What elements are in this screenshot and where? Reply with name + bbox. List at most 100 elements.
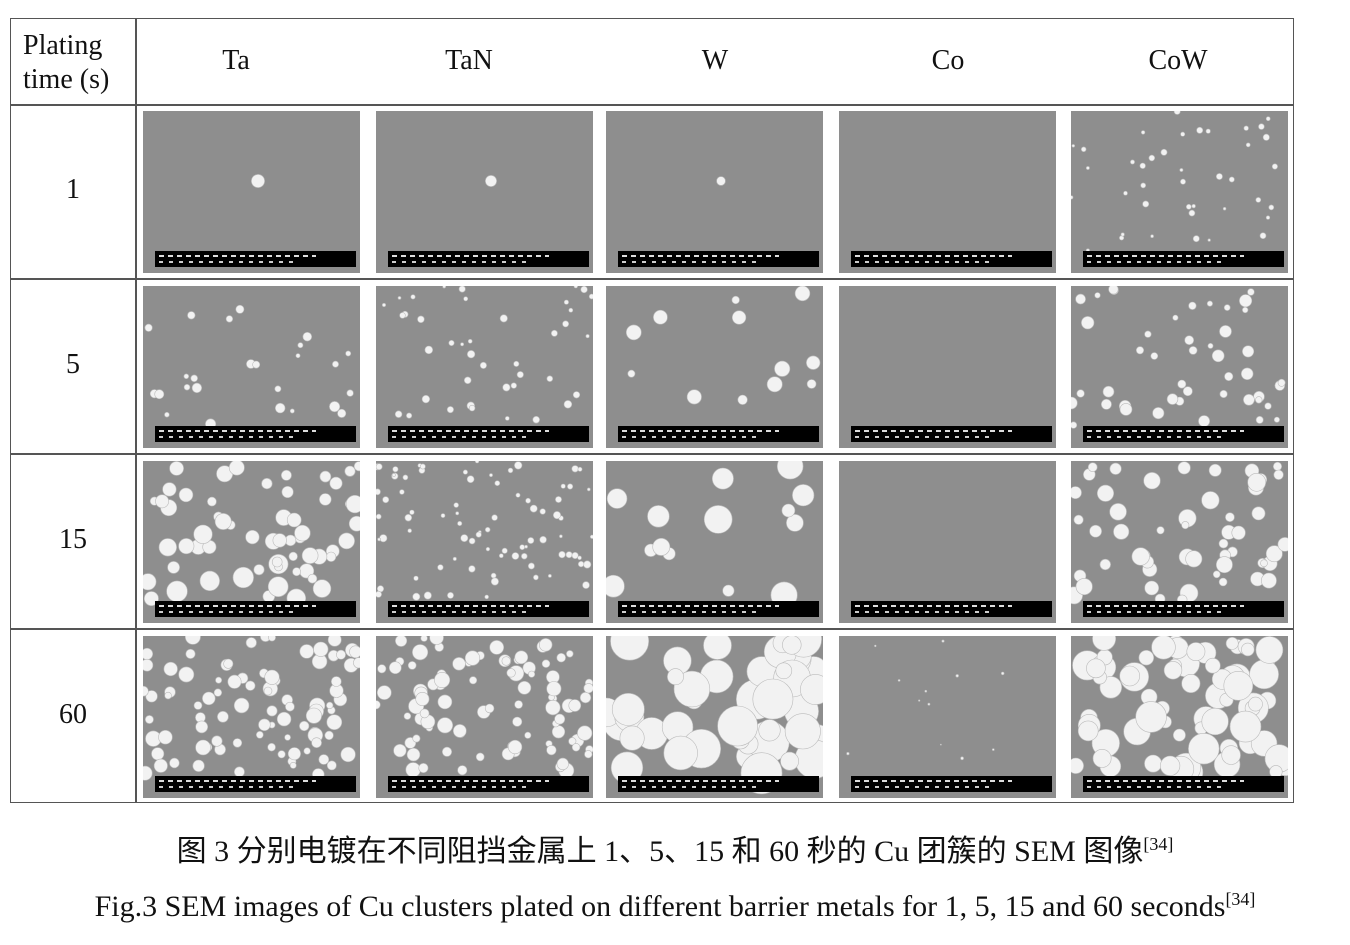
cu-cluster: [1160, 148, 1168, 156]
cu-cluster: [280, 469, 292, 481]
cu-cluster: [466, 350, 476, 359]
caption-en-reference: [34]: [1225, 889, 1256, 909]
cu-cluster: [1140, 130, 1146, 135]
cu-cluster: [484, 594, 489, 600]
cu-cluster: [319, 470, 332, 483]
cu-cluster: [532, 416, 540, 424]
cu-cluster: [164, 411, 170, 418]
cu-cluster: [491, 514, 498, 521]
cu-cluster: [515, 492, 521, 498]
cu-cluster: [1085, 166, 1090, 170]
cu-cluster: [1231, 525, 1246, 540]
cu-cluster: [303, 747, 311, 755]
cu-cluster: [1259, 232, 1267, 239]
cu-cluster: [563, 299, 569, 305]
cu-cluster: [555, 496, 562, 503]
scale-bar: [155, 251, 356, 267]
cu-cluster: [271, 556, 283, 568]
cu-cluster: [277, 750, 286, 759]
cu-cluster: [475, 461, 480, 464]
cu-cluster: [560, 483, 566, 489]
cu-cluster: [927, 702, 931, 706]
cu-cluster: [475, 752, 485, 762]
cu-cluster: [577, 466, 583, 472]
cu-cluster: [1260, 572, 1277, 589]
cu-cluster: [571, 552, 579, 560]
cu-cluster: [559, 534, 563, 539]
cu-cluster: [463, 376, 472, 385]
cu-cluster: [1242, 345, 1255, 358]
cu-cluster: [806, 355, 821, 370]
cu-cluster: [1142, 200, 1150, 208]
cu-cluster: [458, 286, 466, 293]
scale-bar: [155, 776, 356, 792]
cu-cluster: [652, 538, 671, 556]
cu-cluster: [782, 636, 802, 655]
cu-cluster: [556, 653, 566, 663]
cu-cluster: [955, 674, 959, 678]
cu-cluster: [442, 286, 446, 289]
cu-cluster: [1273, 461, 1283, 471]
cu-cluster: [475, 531, 482, 538]
cu-cluster: [1225, 512, 1235, 523]
cu-cluster: [158, 538, 177, 557]
cu-cluster: [924, 689, 928, 693]
cu-cluster: [166, 580, 188, 603]
cu-cluster: [418, 763, 429, 774]
scale-bar: [1083, 426, 1284, 442]
cu-cluster: [1186, 204, 1192, 210]
cu-cluster: [1143, 472, 1161, 490]
cu-cluster: [392, 466, 399, 473]
cu-cluster: [506, 668, 516, 678]
cu-cluster: [573, 286, 578, 289]
scale-bar: [851, 251, 1052, 267]
cu-cluster: [412, 644, 429, 661]
cu-cluster: [1205, 128, 1211, 134]
cu-cluster: [717, 705, 758, 747]
scale-bar: [851, 776, 1052, 792]
cu-cluster: [158, 729, 173, 745]
cu-cluster: [178, 666, 195, 683]
cu-cluster: [256, 731, 264, 739]
cu-cluster: [245, 637, 257, 649]
cu-cluster: [1196, 126, 1204, 134]
cu-cluster: [1120, 232, 1125, 237]
cu-cluster: [781, 503, 796, 518]
cu-cluster: [1255, 197, 1262, 203]
cu-cluster: [1099, 558, 1111, 571]
cu-cluster: [233, 697, 250, 714]
scale-bar: [1083, 776, 1284, 792]
cu-cluster: [1151, 636, 1176, 660]
cu-cluster: [547, 574, 552, 578]
cu-cluster: [419, 708, 430, 719]
cu-cluster: [1219, 390, 1228, 399]
cu-cluster: [510, 382, 517, 389]
cu-cluster: [1092, 636, 1116, 651]
cu-cluster: [1166, 393, 1179, 405]
cu-cluster: [457, 765, 468, 776]
cu-cluster: [377, 664, 387, 674]
sem-image-co-5s: [839, 286, 1056, 448]
cu-cluster: [960, 756, 964, 761]
cu-cluster: [1192, 235, 1200, 243]
cu-cluster: [484, 526, 491, 533]
cu-cluster: [185, 636, 201, 645]
cu-cluster: [584, 750, 593, 759]
cu-cluster: [1247, 472, 1266, 492]
cu-cluster: [245, 680, 256, 691]
cu-cluster: [155, 494, 169, 509]
cu-cluster: [1071, 486, 1082, 499]
cu-cluster: [191, 382, 203, 393]
cu-cluster: [1248, 696, 1263, 712]
cu-cluster: [1224, 372, 1234, 382]
cu-cluster: [513, 360, 520, 367]
cu-cluster: [281, 485, 294, 498]
sem-image-co-15s: [839, 461, 1056, 623]
cu-cluster: [1071, 144, 1075, 148]
cu-cluster: [1205, 657, 1221, 674]
cu-cluster: [578, 560, 585, 568]
cu-cluster: [452, 657, 466, 671]
cu-cluster: [406, 412, 413, 419]
cu-cluster: [539, 638, 553, 652]
cu-cluster: [479, 361, 487, 369]
